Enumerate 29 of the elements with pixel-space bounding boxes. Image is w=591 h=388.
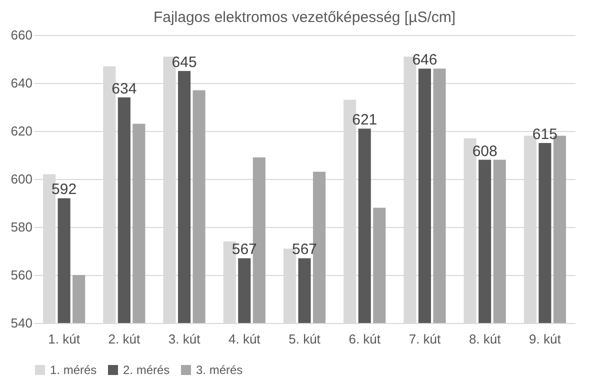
data-label: 567: [292, 241, 318, 258]
chart-title: Fajlagos elektromos vezetőképesség [µS/cm]: [153, 9, 456, 26]
legend-label: 3. mérés: [196, 363, 243, 377]
y-tick-label: 660: [10, 28, 32, 42]
y-tick-label: 540: [10, 316, 32, 330]
data-label: 621: [352, 112, 378, 129]
x-tick-label: 1. kút: [48, 332, 80, 346]
legend-label: 2. mérés: [123, 363, 170, 377]
x-tick-label: 3. kút: [168, 332, 201, 346]
data-label: 645: [172, 54, 197, 71]
y-tick-label: 600: [10, 172, 32, 186]
legend-label: 1. mérés: [50, 363, 97, 377]
x-tick-label: 8. kút: [468, 332, 502, 346]
y-tick-label: 580: [10, 220, 32, 234]
y-tick-label: 560: [10, 268, 32, 282]
data-label: 646: [412, 52, 438, 69]
data-label: 608: [472, 142, 498, 160]
y-tick-label: 620: [10, 124, 32, 138]
x-tick-label: 5. kút: [288, 332, 321, 346]
data-label: 615: [532, 126, 558, 143]
data-label: 634: [112, 80, 137, 98]
y-tick-label: 640: [10, 76, 32, 90]
data-label: 567: [232, 241, 257, 258]
x-tick-label: 2. kút: [108, 332, 140, 346]
x-tick-label: 9. kút: [529, 332, 562, 346]
data-label: 592: [52, 181, 77, 198]
x-tick-label: 7. kút: [408, 332, 442, 346]
x-tick-label: 6. kút: [348, 332, 381, 346]
x-tick-label: 4. kút: [228, 332, 261, 346]
